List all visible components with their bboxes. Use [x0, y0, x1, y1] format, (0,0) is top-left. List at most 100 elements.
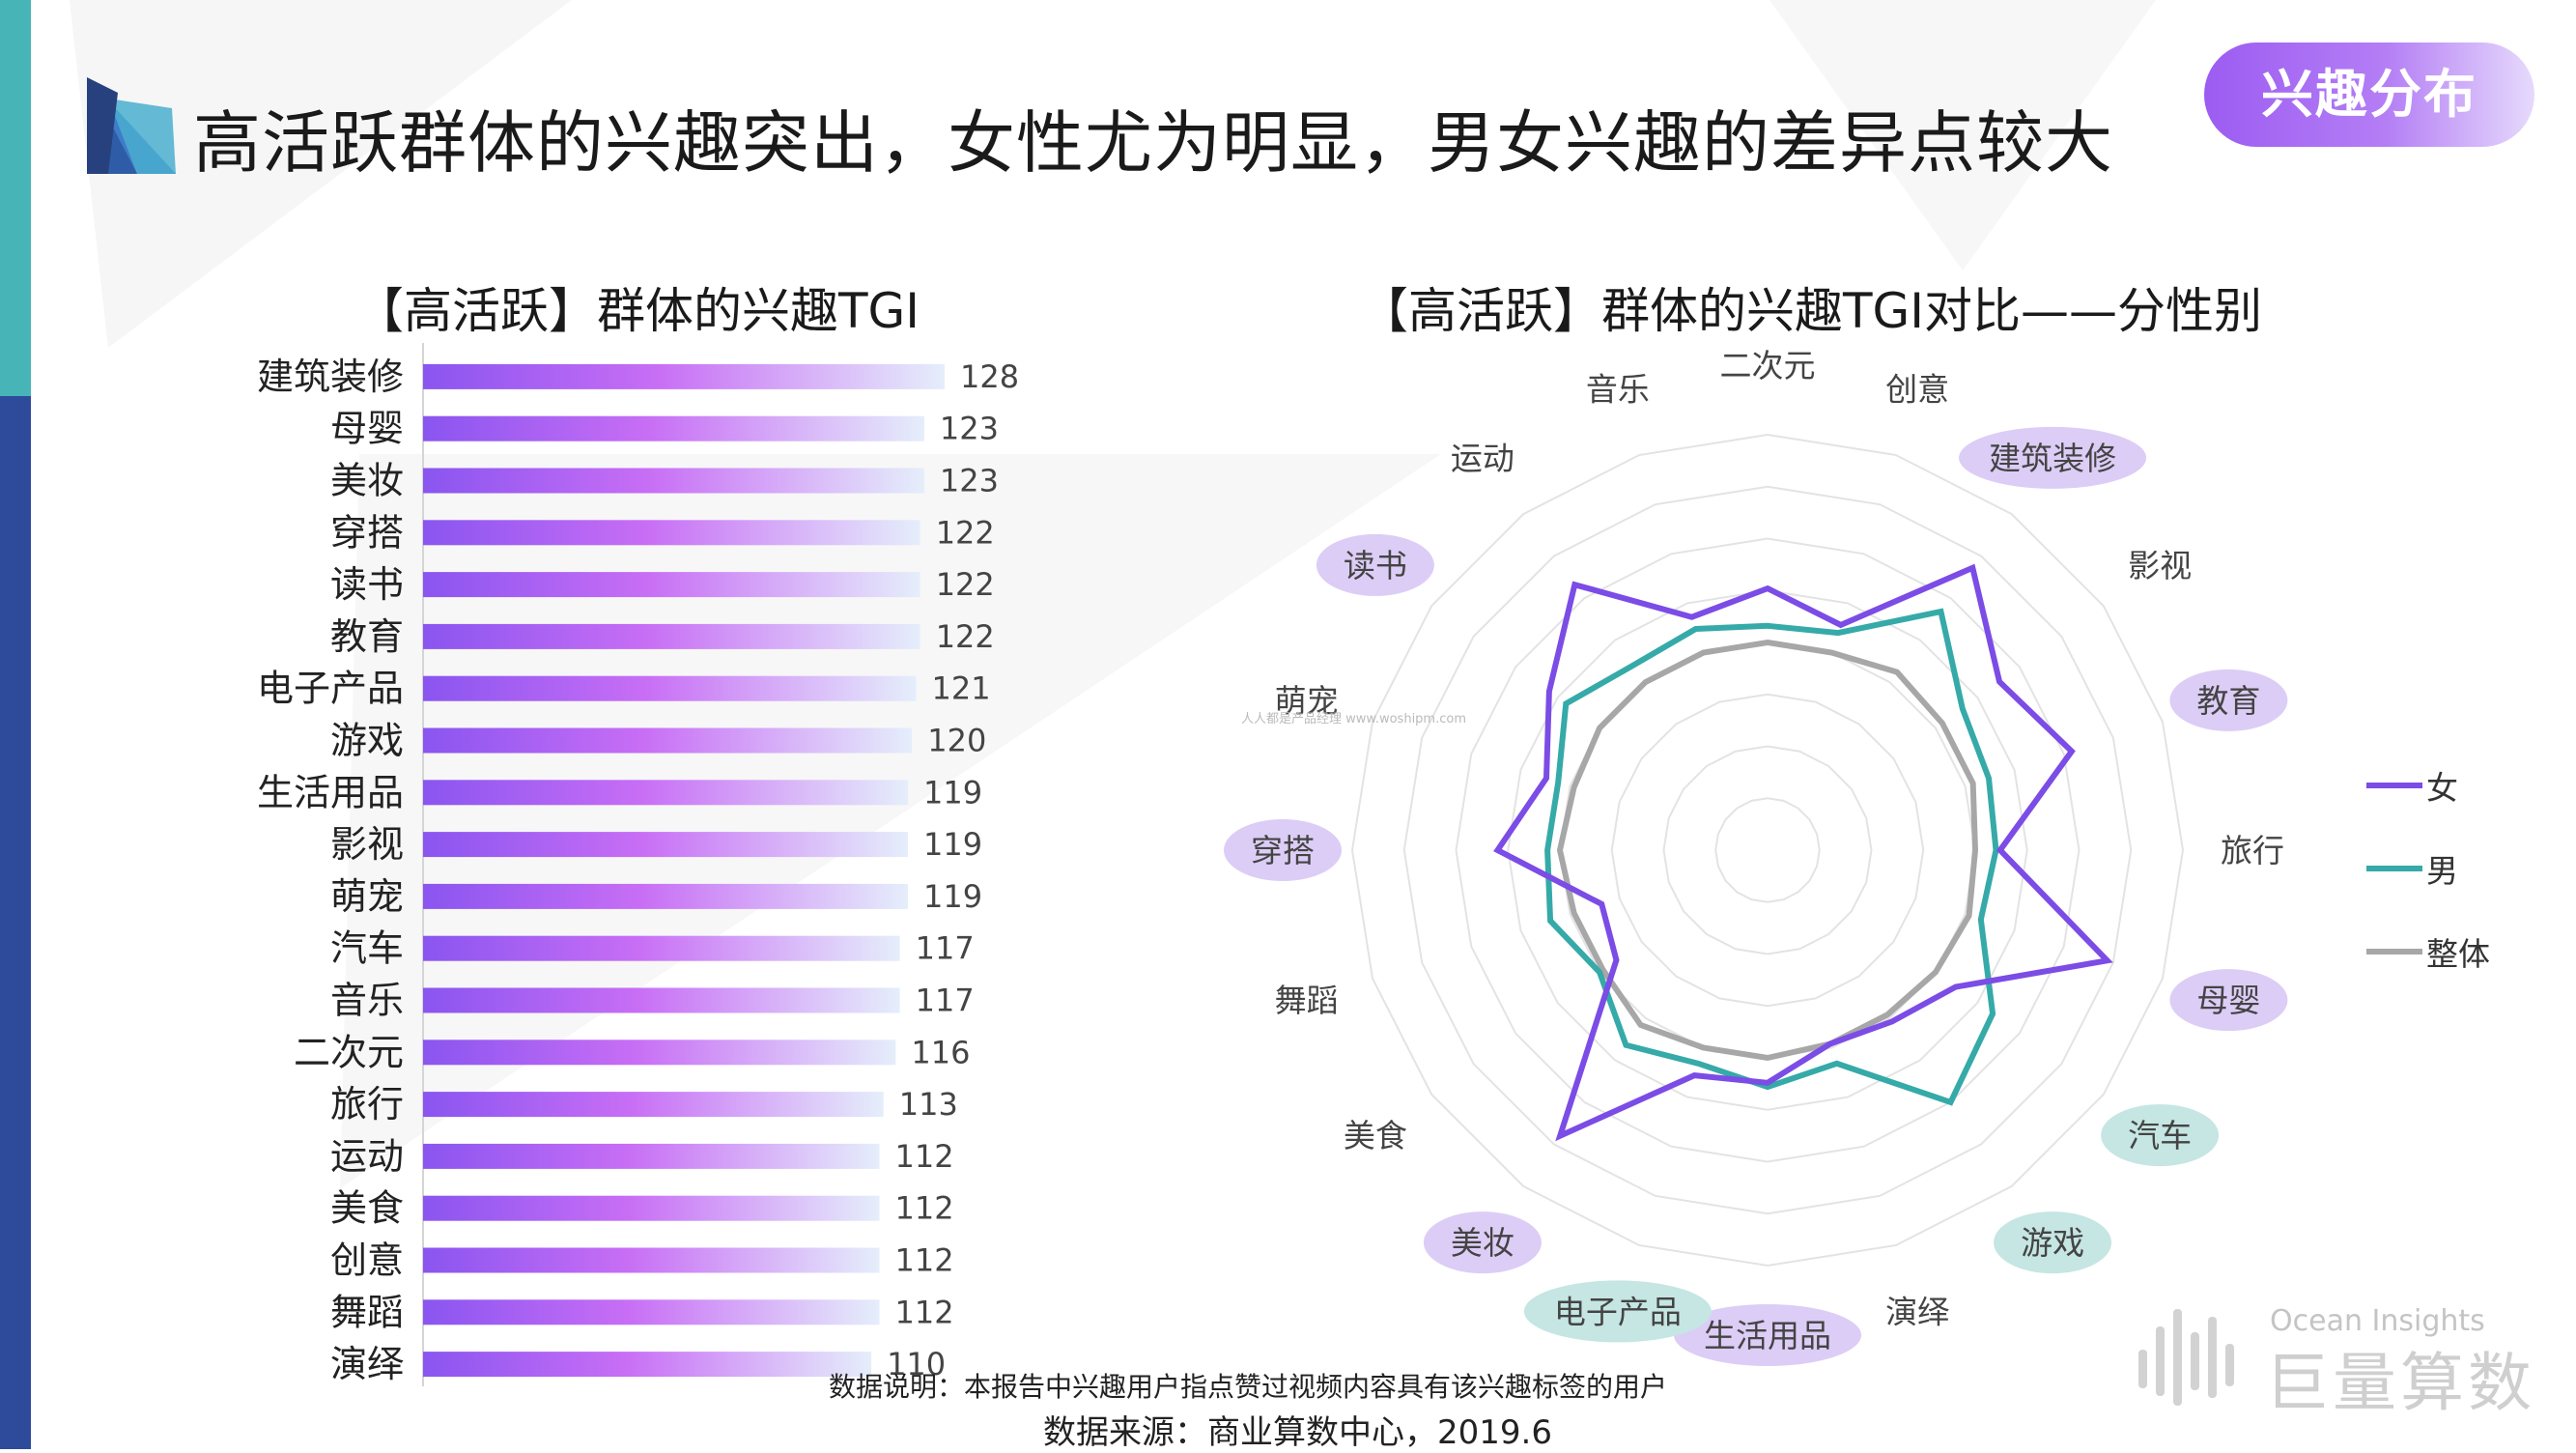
- bar-category-label: 建筑装修: [257, 356, 404, 398]
- radar-grid-ring: [1455, 537, 2081, 1163]
- bar-category-label: 美食: [330, 1187, 404, 1230]
- radar-axis-label: 音乐: [1586, 371, 1650, 409]
- bar-category-label: 电子产品: [257, 668, 404, 710]
- radar-axis-label: 萌宠: [1275, 682, 1339, 720]
- bar-category-label: 穿搭: [330, 511, 404, 554]
- bar: [423, 623, 920, 649]
- bar: [423, 415, 924, 442]
- bar-category-label: 游戏: [330, 720, 404, 762]
- radar-grid-ring: [1610, 693, 1925, 1008]
- radar-label-highlight: [2101, 1104, 2220, 1167]
- legend-label-female: 女: [2426, 769, 2458, 807]
- bar-value-label: 122: [936, 514, 995, 551]
- bar-value-label: 123: [940, 411, 999, 447]
- bar-category-label: 二次元: [294, 1031, 404, 1073]
- bar-category-label: 音乐: [330, 980, 404, 1022]
- bar: [423, 572, 920, 598]
- radar-axis-label: 创意: [1885, 371, 1949, 409]
- bar-chart-title: 【高活跃】群体的兴趣TGI: [355, 283, 920, 339]
- radar-axis-label: 母婴: [2196, 982, 2260, 1019]
- legend-swatch-male: [2366, 866, 2422, 871]
- bar: [423, 987, 900, 1013]
- ocean-insights-logo-icon: [2138, 1309, 2234, 1406]
- bar: [423, 780, 909, 806]
- radar-axis-label: 穿搭: [1251, 832, 1315, 869]
- bar: [423, 1195, 880, 1221]
- bar-value-label: 117: [916, 930, 975, 967]
- radar-axis-label: 美食: [1344, 1117, 1407, 1154]
- bar: [423, 1352, 872, 1378]
- bar: [423, 1092, 884, 1118]
- bar-category-label: 汽车: [330, 927, 404, 970]
- bar-category-label: 旅行: [330, 1083, 404, 1125]
- bar-value-label: 110: [887, 1346, 946, 1382]
- bar-category-label: 母婴: [330, 408, 404, 450]
- radar-label-highlight: [1523, 1280, 1712, 1343]
- bar: [423, 1143, 880, 1169]
- radar-axis-label: 汽车: [2128, 1117, 2192, 1154]
- bar-category-label: 舞蹈: [330, 1291, 404, 1333]
- radar-axis-label: 建筑装修: [1989, 440, 2116, 477]
- bar-category-label: 影视: [330, 823, 404, 866]
- bar: [423, 1299, 880, 1325]
- report-logo-icon: [87, 77, 176, 174]
- bar-value-label: 119: [923, 826, 982, 863]
- bar-value-label: 121: [931, 670, 990, 707]
- legend-item-female: 女: [2366, 744, 2490, 827]
- radar-axis-label: 影视: [2128, 547, 2192, 584]
- radar-axis-label: 读书: [1344, 547, 1407, 584]
- legend-swatch-female: [2366, 783, 2422, 788]
- bar-category-label: 运动: [330, 1135, 404, 1178]
- radar-chart-title: 【高活跃】群体的兴趣TGI对比——分性别: [1360, 283, 2263, 339]
- bar-category-label: 创意: [330, 1239, 404, 1282]
- bar-category-label: 教育: [330, 615, 404, 658]
- bar: [423, 1040, 896, 1066]
- bar-category-label: 美妆: [330, 460, 404, 502]
- bar-category-label: 读书: [330, 563, 404, 606]
- radar-axis-label: 二次元: [1720, 348, 1816, 385]
- bar: [423, 468, 924, 494]
- radar-grid-ring: [1402, 485, 2133, 1215]
- bar: [423, 363, 945, 389]
- bar-value-label: 128: [960, 358, 1019, 395]
- bar-value-label: 117: [916, 983, 975, 1019]
- page-title: 高活跃群体的兴趣突出，女性尤为明显，男女兴趣的差异点较大: [193, 103, 2113, 183]
- bar-category-label: 生活用品: [257, 771, 404, 813]
- radar-label-highlight: [1994, 1211, 2112, 1274]
- legend-label-overall: 整体: [2426, 935, 2490, 973]
- bar-value-label: 119: [923, 774, 982, 811]
- brand-english-name: Ocean Insights: [2270, 1304, 2485, 1338]
- bar: [423, 1247, 880, 1273]
- legend-swatch-overall: [2366, 949, 2422, 954]
- brand-chinese-name: 巨量算数: [2265, 1346, 2535, 1420]
- radar-grid-ring: [1714, 797, 1821, 903]
- bar: [423, 935, 900, 961]
- legend-item-male: 男: [2366, 827, 2490, 910]
- radar-series-female: [1493, 563, 2113, 1142]
- radar-axis-label: 教育: [2196, 682, 2260, 720]
- bar-category-label: 萌宠: [330, 875, 404, 918]
- radar-grid-ring: [1350, 433, 2185, 1268]
- bar-value-label: 120: [927, 723, 986, 759]
- legend-label-male: 男: [2426, 852, 2458, 890]
- bar-value-label: 112: [895, 1242, 954, 1279]
- bar-value-label: 112: [895, 1190, 954, 1227]
- radar-axis-label: 旅行: [2221, 832, 2284, 869]
- radar-axis-label: 电子产品: [1554, 1293, 1682, 1330]
- radar-label-highlight: [1959, 426, 2147, 489]
- bar-value-label: 123: [940, 463, 999, 499]
- bar: [423, 675, 917, 701]
- radar-axis-label: 美妆: [1451, 1224, 1514, 1262]
- bar-value-label: 116: [911, 1034, 970, 1070]
- radar-axis-label: 游戏: [2021, 1224, 2084, 1262]
- radar-grid-ring: [1662, 745, 1873, 955]
- section-tag: 兴趣分布: [2204, 43, 2534, 147]
- radar-series-overall: [1556, 639, 1979, 1062]
- radar-axis-label: 舞蹈: [1275, 982, 1339, 1019]
- bar-value-label: 113: [899, 1086, 958, 1123]
- data-note: 数据说明：本报告中兴趣用户指点赞过视频内容具有该兴趣标签的用户: [829, 1371, 1668, 1403]
- bar: [423, 520, 920, 546]
- bar: [423, 832, 909, 858]
- radar-label-highlight: [2169, 669, 2288, 731]
